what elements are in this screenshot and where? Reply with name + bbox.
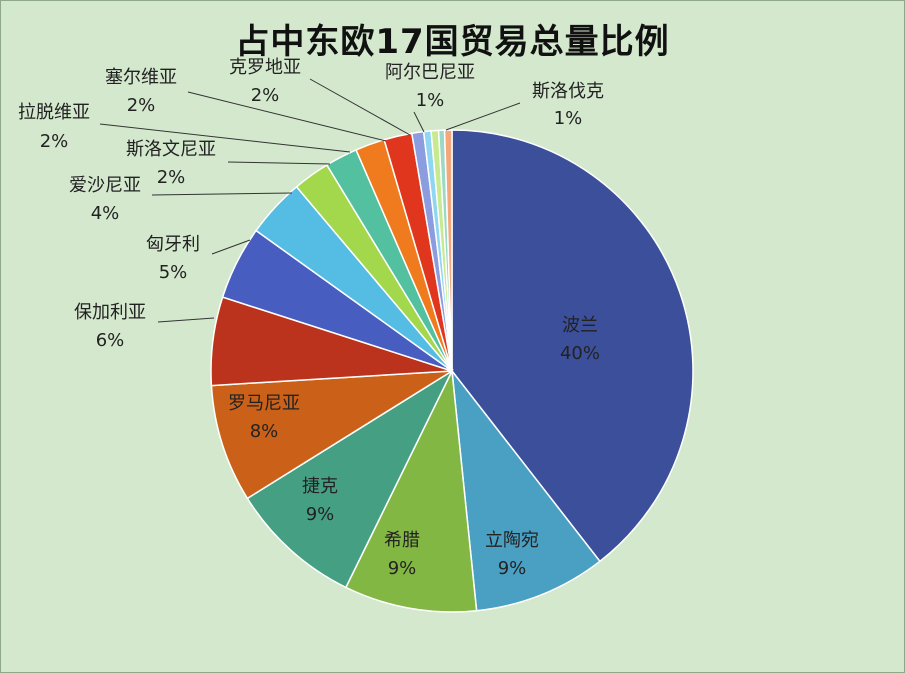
slice-percent: 9% [498,558,527,579]
slice-percent: 8% [250,421,279,442]
leader-line [227,161,331,165]
pie-slice [246,368,454,589]
leader-line [151,192,293,196]
leader-line [99,123,351,153]
leader-line [211,239,251,255]
leader-line [309,78,411,136]
slice-label: 克罗地亚 [229,57,301,78]
slice-percent: 2% [127,95,156,116]
slice-percent: 6% [96,330,125,351]
slice-percent: 1% [554,108,583,129]
slice-percent: 9% [388,558,417,579]
slice-percent: 4% [91,203,120,224]
leader-line [413,111,425,133]
slice-label: 立陶宛 [485,530,539,551]
slice-label: 匈牙利 [146,234,200,255]
pie-slice [344,368,478,613]
slice-percent: 9% [306,504,335,525]
slice-label: 保加利亚 [74,302,146,323]
slice-label: 爱沙尼亚 [69,175,141,196]
pie-slice [450,368,601,612]
slice-label: 拉脱维亚 [18,102,90,123]
slice-label: 塞尔维亚 [105,67,177,88]
slice-label: 斯洛伐克 [532,81,604,102]
slice-label: 波兰 [562,315,598,336]
leader-line [157,317,215,323]
pie-slice [451,129,694,563]
slice-label: 罗马尼亚 [228,393,300,414]
slice-percent: 40% [560,343,600,364]
pie-slice [210,370,453,500]
slice-percent: 1% [416,90,445,111]
leader-line [187,91,387,142]
slice-percent: 5% [159,262,188,283]
slice-label: 捷克 [302,476,338,497]
slice-percent: 2% [40,131,69,152]
slice-percent: 2% [157,167,186,188]
slice-label: 斯洛文尼亚 [126,139,216,160]
slice-percent: 2% [251,85,280,106]
slice-label: 阿尔巴尼亚 [385,62,475,83]
slice-label: 希腊 [384,530,420,551]
pie-slice [443,129,453,372]
chart-title: 占中东欧17国贸易总量比例 [235,22,670,62]
leader-line [445,102,521,131]
